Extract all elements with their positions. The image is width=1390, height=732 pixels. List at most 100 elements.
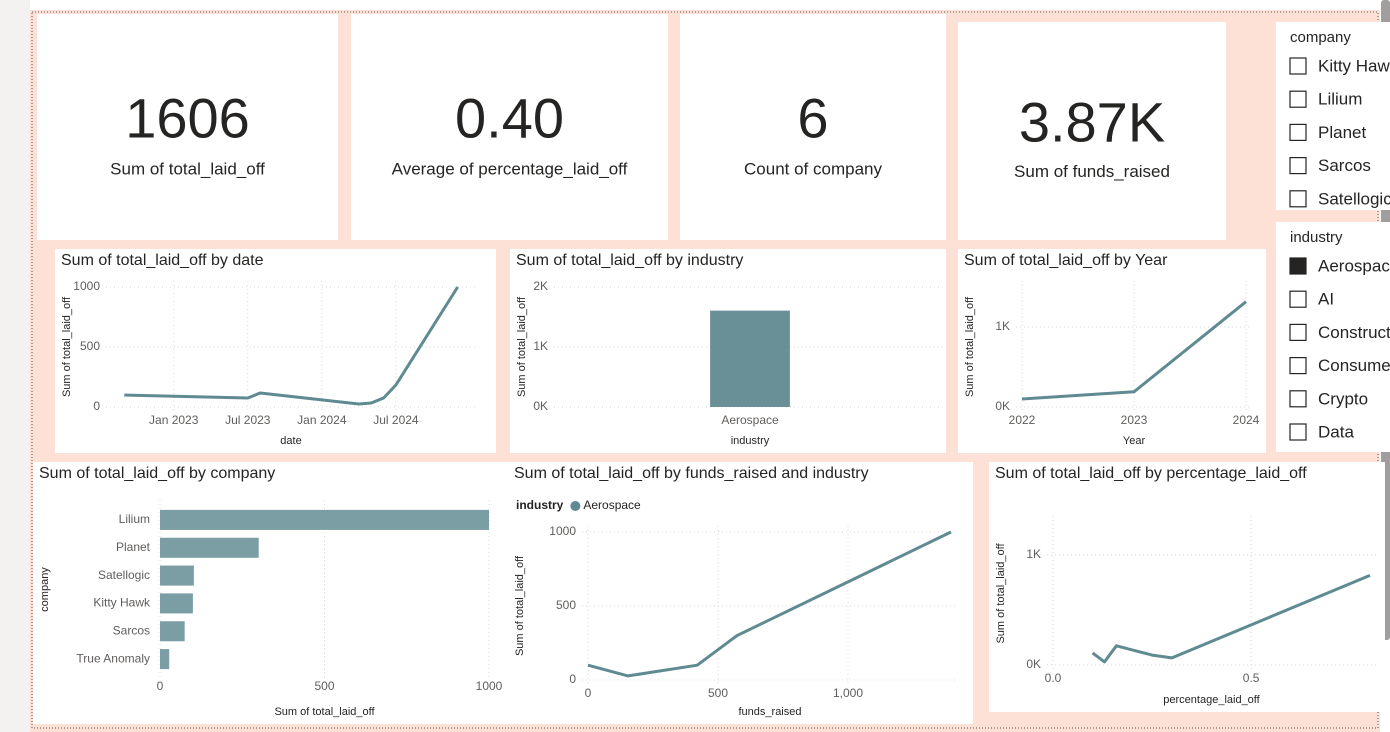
slicer-item[interactable]: Data	[1318, 422, 1354, 441]
slicer-item[interactable]: AI	[1318, 290, 1334, 309]
chart-title: Sum of total_laid_off by percentage_laid…	[995, 465, 1307, 482]
slicer: industry Aerospace AI Construction Consumer C…	[1276, 222, 1390, 452]
chart-title: Sum of total_laid_off by Year	[964, 252, 1168, 269]
x-tick-label: 1,000	[833, 686, 863, 700]
slicer-item[interactable]: Lilium	[1318, 90, 1362, 109]
slicer-item[interactable]: Aerospace	[1318, 256, 1390, 275]
line-series	[587, 530, 952, 678]
y-tick-label: Lilium	[119, 512, 150, 526]
chart-panel	[958, 249, 1266, 453]
slicer-item[interactable]: Consumer	[1318, 356, 1390, 375]
y-axis-title: Sum of total_laid_off	[61, 296, 73, 397]
bar	[160, 537, 259, 558]
y-axis-title: Sum of total_laid_off	[964, 296, 976, 397]
y-tick-label: 1K	[995, 319, 1010, 333]
x-tick-label: Jul 2024	[373, 413, 419, 427]
x-tick-label: 1000	[476, 679, 503, 693]
slicer-checkbox[interactable]	[1289, 190, 1307, 208]
chart-title: Sum of total_laid_off by funds_raised an…	[514, 465, 869, 482]
slicer-checkbox[interactable]	[1289, 323, 1307, 341]
legend-label: Aerospace	[583, 498, 641, 512]
x-axis-title: date	[280, 435, 301, 447]
card	[680, 14, 946, 240]
line-series	[1021, 300, 1247, 401]
x-axis-title: funds_raised	[739, 706, 802, 718]
card	[37, 14, 338, 240]
slicer-item[interactable]: Planet	[1318, 123, 1366, 142]
card-value: 1606	[125, 86, 250, 149]
slicer-item[interactable]: Construction	[1318, 323, 1390, 342]
slicer-title: industry	[1290, 229, 1343, 246]
x-tick-label: 0	[157, 679, 164, 693]
slicer-checkbox[interactable]	[1289, 290, 1307, 308]
chart: Sum of total_laid_off by date date Sum of …	[55, 249, 496, 453]
y-tick-label: 500	[80, 339, 100, 353]
slicer-item[interactable]: Kitty Hawk	[1318, 56, 1390, 75]
chart: Sum of total_laid_off by percentage_laid…	[989, 462, 1385, 712]
bar	[160, 593, 193, 614]
legend-marker	[570, 501, 581, 511]
slicer-title: company	[1290, 29, 1351, 46]
slicer-checkbox[interactable]	[1289, 423, 1307, 441]
x-tick-label: 500	[314, 679, 334, 693]
bar	[160, 649, 170, 670]
card	[958, 22, 1226, 240]
x-axis-title: percentage_laid_off	[1163, 694, 1260, 706]
y-tick-label: 500	[556, 598, 576, 612]
y-tick-label: 0K	[1026, 657, 1041, 671]
slicer-panel	[1276, 22, 1390, 210]
bar	[160, 509, 489, 530]
y-tick-label: 0K	[995, 399, 1010, 413]
slicer-checkbox[interactable]	[1289, 57, 1307, 75]
slicer-checkbox[interactable]	[1289, 123, 1307, 142]
bar	[710, 310, 790, 407]
x-tick-label: 0	[585, 686, 592, 700]
chart-panel	[33, 462, 508, 724]
card-label: Sum of total_laid_off	[110, 159, 265, 178]
slicer-checkbox[interactable]	[1289, 90, 1307, 108]
y-tick-label: 1K	[533, 339, 548, 353]
chart-title: Sum of total_laid_off by company	[39, 465, 275, 482]
y-tick-label: Sarcos	[113, 623, 150, 637]
y-tick-label: True Anomaly	[76, 651, 150, 665]
y-tick-label: 1000	[549, 524, 576, 538]
slicer-checkbox[interactable]	[1289, 390, 1307, 408]
y-tick-label: 0K	[533, 399, 548, 413]
x-tick-label: Jan 2024	[297, 413, 347, 427]
y-tick-label: Satellogic	[98, 568, 150, 582]
chart: Sum of total_laid_off by Year Year Sum of …	[958, 249, 1266, 453]
y-tick-label: Planet	[116, 540, 151, 554]
slicer-checkbox[interactable]	[1289, 157, 1307, 175]
left-toolbar	[0, 0, 30, 732]
y-tick-label: 1000	[73, 279, 100, 293]
x-tick-label: 500	[708, 686, 728, 700]
y-axis-title: Sum of total_laid_off	[995, 543, 1007, 644]
x-tick-label: 2023	[1121, 413, 1148, 427]
slicer-checkbox[interactable]	[1289, 257, 1307, 275]
y-tick-label: 0	[93, 399, 100, 413]
x-tick-label: Jul 2023	[225, 413, 271, 427]
x-axis-title: industry	[731, 435, 770, 447]
bar	[160, 565, 194, 586]
x-tick-label: 0.5	[1243, 671, 1260, 685]
chart: Sum of total_laid_off by company Sum of t…	[33, 462, 508, 724]
y-tick-label: Kitty Hawk	[93, 596, 151, 610]
chart-panel	[508, 462, 973, 724]
slicer-item[interactable]: Sarcos	[1318, 156, 1371, 175]
x-axis-title: Year	[1123, 435, 1146, 447]
chart-title: Sum of total_laid_off by industry	[516, 252, 743, 269]
x-tick-label: Jan 2023	[149, 413, 199, 427]
slicer-item[interactable]: Satellogic	[1318, 189, 1390, 208]
slicer-item[interactable]: Crypto	[1318, 389, 1368, 408]
legend-title: industry	[516, 498, 564, 512]
chart-panel	[989, 462, 1385, 712]
y-tick-label: 1K	[1026, 547, 1041, 561]
x-tick-label: Aerospace	[721, 413, 779, 427]
slicer-checkbox[interactable]	[1289, 357, 1307, 375]
x-tick-label: 0.0	[1045, 671, 1062, 685]
x-tick-label: 2022	[1009, 413, 1036, 427]
x-tick-label: 2024	[1233, 413, 1260, 427]
y-tick-label: 2K	[533, 279, 548, 293]
chart-title: Sum of total_laid_off by date	[61, 252, 264, 269]
